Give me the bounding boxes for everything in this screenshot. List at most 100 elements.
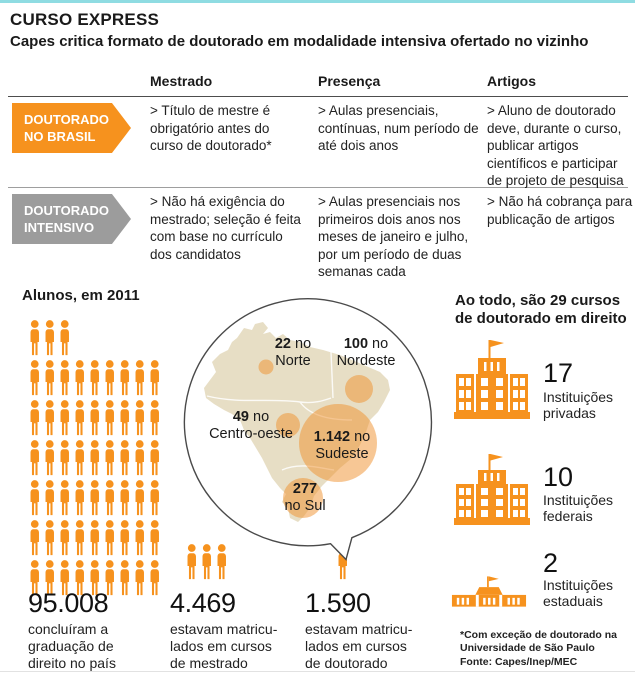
table-cell: > Aulas presenciais, contínuas, num perí…	[318, 103, 479, 153]
institutions-count: 10	[543, 462, 574, 492]
person-icon	[185, 544, 199, 580]
person-icon	[28, 360, 42, 396]
row-label-line: DOUTORADO	[24, 112, 109, 127]
pictograph-mestrado	[185, 544, 229, 584]
person-icon	[118, 560, 132, 596]
person-icon	[58, 560, 72, 596]
person-icon	[43, 320, 57, 356]
top-accent-bar	[0, 0, 635, 3]
row-label-doutorado-intensivo: DOUTORADO INTENSIVO	[12, 194, 131, 244]
page-title: CURSO EXPRESS	[10, 10, 160, 29]
person-icon	[103, 560, 117, 596]
table-cell: > Não há exigência do mestrado; seleção …	[150, 194, 301, 262]
person-icon	[58, 320, 72, 356]
person-icon	[133, 480, 147, 516]
person-icon	[28, 480, 42, 516]
stat-value-graduados: 95.008	[28, 588, 109, 618]
person-icon	[73, 560, 87, 596]
institutions-label: Instituições privadas	[543, 389, 614, 421]
person-icon	[148, 440, 162, 476]
person-icon	[58, 400, 72, 436]
row-label-line: NO BRASIL	[24, 129, 96, 144]
region-label-nordeste: 100 no Nordeste	[336, 336, 396, 369]
students-heading: Alunos, em 2011	[22, 287, 140, 304]
table-cell: > Aluno de doutorado deve, durante o cur…	[487, 103, 624, 188]
person-icon	[200, 544, 214, 580]
person-icon	[73, 400, 87, 436]
person-icon	[88, 400, 102, 436]
person-icon	[103, 480, 117, 516]
stat-value-mestrado: 4.469	[170, 588, 236, 618]
footnote: *Com exceção de doutorado na Universidad…	[460, 629, 617, 654]
person-icon	[88, 440, 102, 476]
person-icon	[73, 520, 87, 556]
person-icon	[73, 480, 87, 516]
bubble-centro-oeste	[276, 413, 300, 437]
row-label-doutorado-no-brasil: DOUTORADO NO BRASIL	[12, 103, 131, 153]
bubble-sudeste	[299, 404, 377, 482]
column-header-artigos: Artigos	[487, 73, 536, 89]
person-icon	[148, 520, 162, 556]
region-label-norte: 22 no Norte	[274, 336, 312, 369]
person-icon	[28, 400, 42, 436]
person-icon	[43, 440, 57, 476]
person-icon	[103, 440, 117, 476]
bubble-norte	[258, 359, 274, 375]
person-icon	[58, 360, 72, 396]
person-icon	[118, 520, 132, 556]
person-icon	[103, 400, 117, 436]
region-bubbles	[258, 359, 377, 518]
person-icon	[118, 400, 132, 436]
person-icon	[43, 560, 57, 596]
person-icon	[88, 480, 102, 516]
institutions-heading: Ao todo, são 29 cursos de doutorado em d…	[455, 292, 627, 327]
table-cell: > Não há cobrança para publicação de art…	[487, 194, 633, 227]
building-icon	[450, 575, 528, 609]
person-icon	[215, 544, 229, 580]
person-icon	[133, 360, 147, 396]
row-label-line: DOUTORADO	[24, 203, 109, 218]
region-label-sul: 277 no Sul	[284, 481, 326, 514]
building-icon	[452, 338, 532, 420]
person-icon	[88, 560, 102, 596]
institutions-label: Instituições estaduais	[543, 577, 614, 609]
person-icon	[28, 320, 42, 356]
person-icon	[43, 520, 57, 556]
region-label-centro-oeste: 49 no Centro-oeste	[209, 409, 293, 442]
person-icon	[43, 360, 57, 396]
person-icon	[148, 560, 162, 596]
institutions-label: Instituições federais	[543, 492, 614, 524]
row-divider	[8, 187, 628, 188]
header-divider	[8, 96, 628, 97]
person-icon	[58, 480, 72, 516]
page-subtitle: Capes critica formato de doutorado em mo…	[10, 33, 589, 50]
stat-caption-mestrado: estavam matricu- lados em cursos de mest…	[170, 621, 278, 671]
person-icon	[28, 440, 42, 476]
column-header-presenca: Presença	[318, 73, 381, 89]
person-icon	[58, 520, 72, 556]
stat-value-doutorado: 1.590	[305, 588, 371, 618]
table-cell: > Aulas presenciais nos primeiros dois a…	[318, 194, 469, 279]
person-icon	[103, 360, 117, 396]
person-icon	[73, 440, 87, 476]
person-icon	[133, 520, 147, 556]
person-icon	[148, 400, 162, 436]
person-icon	[103, 520, 117, 556]
pictograph-graduados	[28, 320, 162, 600]
institutions-count: 2	[543, 548, 559, 578]
institutions-count: 17	[543, 358, 574, 388]
column-header-mestrado: Mestrado	[150, 73, 213, 89]
person-icon	[133, 400, 147, 436]
person-icon	[148, 480, 162, 516]
bottom-divider	[0, 671, 635, 672]
person-icon	[118, 360, 132, 396]
source-credit: Fonte: Capes/Inep/MEC	[460, 656, 578, 668]
bubble-nordeste	[345, 375, 373, 403]
table-cell: > Título de mestre é obrigatório antes d…	[150, 103, 272, 153]
person-icon	[133, 560, 147, 596]
row-label-line: INTENSIVO	[24, 220, 95, 235]
person-icon	[133, 440, 147, 476]
building-icon	[452, 452, 532, 526]
brazil-bubble-map	[183, 298, 433, 561]
